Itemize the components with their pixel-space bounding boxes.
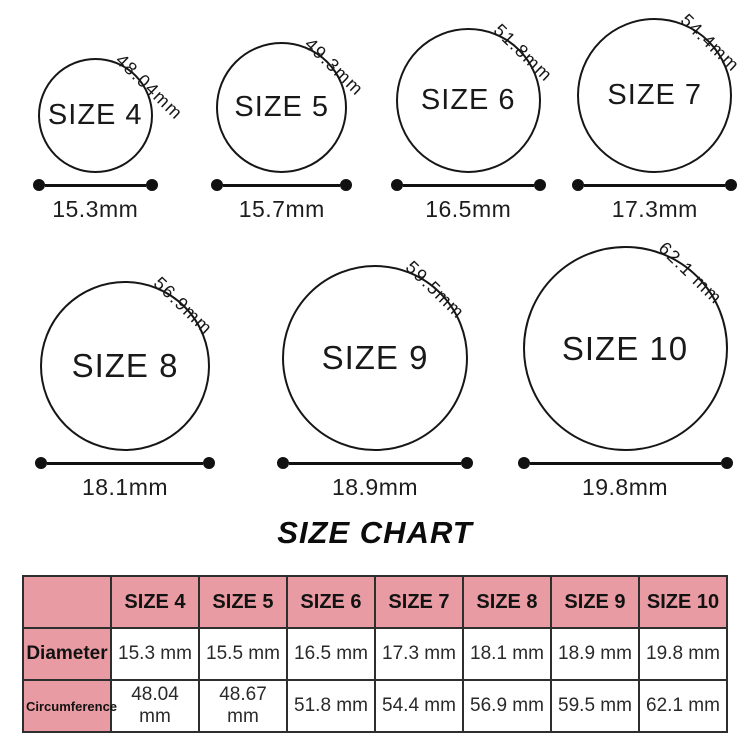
table-cell: 48.67 mm [198, 679, 288, 733]
line-endpoint-dot [517, 457, 530, 469]
diameter-label: 15.3mm [52, 196, 139, 222]
ring-circle: SIZE 8 [40, 281, 210, 451]
line-endpoint-dot [211, 179, 224, 191]
ring-size-label: SIZE 5 [234, 91, 330, 123]
ring-size-label: SIZE 10 [561, 329, 689, 367]
diameter-line [390, 179, 546, 191]
ring-figure-size-5: SIZE 5 49.3mm 15.7mm [189, 0, 376, 223]
diameter-line [572, 179, 738, 191]
line-rule [44, 183, 146, 187]
page-title: SIZE CHART [277, 515, 473, 550]
table-cell: 15.3 mm [110, 627, 200, 681]
diameter-line [35, 457, 215, 469]
line-rule [529, 461, 721, 465]
line-endpoint-dot [390, 179, 403, 191]
ring-row-top: SIZE 4 48.04mm 15.3mm SIZE 5 49.3mm [0, 0, 750, 223]
table-cell: 19.8 mm [638, 627, 728, 681]
table-row-diameter: Diameter 15.3 mm 15.5 mm 16.5 mm 17.3 mm… [22, 627, 728, 681]
table-cell: 18.9 mm [550, 627, 640, 681]
table-cell: 59.5 mm [550, 679, 640, 733]
figure-area: SIZE 6 51.8mm [375, 0, 562, 173]
ring-size-label: SIZE 4 [47, 99, 143, 131]
table-col-header: SIZE 5 [198, 575, 288, 629]
table-cell: 15.5 mm [198, 627, 288, 681]
line-endpoint-dot [572, 179, 585, 191]
ring-figure-size-7: SIZE 7 54.4mm 17.3mm [562, 0, 749, 223]
table-col-header: SIZE 9 [550, 575, 640, 629]
line-endpoint-dot [340, 179, 353, 191]
table-cell: 18.1 mm [462, 627, 552, 681]
diameter-label: 18.1mm [81, 474, 169, 500]
table-col-header: SIZE 8 [462, 575, 552, 629]
figure-area: SIZE 4 48.04mm [2, 0, 189, 173]
line-endpoint-dot [203, 457, 215, 469]
ring-figure-size-9: SIZE 9 59.5mm 18.9mm [250, 227, 500, 501]
ring-circle: SIZE 10 [522, 246, 728, 451]
diameter-label: 16.5mm [425, 196, 512, 222]
table-cell: 62.1 mm [638, 679, 728, 733]
figure-area: SIZE 10 62.1 mm [500, 227, 750, 451]
table-cell: 17.3 mm [374, 627, 464, 681]
diameter-label: 19.8mm [581, 474, 669, 500]
line-endpoint-dot [533, 179, 546, 191]
line-rule [47, 461, 203, 465]
ring-figure-size-6: SIZE 6 51.8mm 16.5mm [375, 0, 562, 223]
line-rule [289, 461, 461, 465]
line-rule [402, 183, 534, 187]
table-row-header: Diameter [22, 627, 112, 681]
table-corner-cell [22, 575, 112, 629]
line-endpoint-dot [725, 179, 738, 191]
diameter-line [517, 457, 733, 469]
table-cell: 16.5 mm [286, 627, 376, 681]
ring-size-label: SIZE 7 [607, 79, 703, 111]
ring-row-bottom: SIZE 8 56.9mm 18.1mm SIZE 9 59.5mm [0, 227, 750, 501]
ring-size-label: SIZE 9 [321, 339, 429, 376]
line-endpoint-dot [461, 457, 473, 469]
line-endpoint-dot [145, 179, 158, 191]
line-rule [584, 183, 726, 187]
table-cell: 48.04 mm [110, 679, 200, 733]
ring-circle: SIZE 6 [395, 28, 541, 173]
ring-circle: SIZE 7 [577, 18, 733, 173]
table-cell: 54.4 mm [374, 679, 464, 733]
line-endpoint-dot [720, 457, 733, 469]
table-col-header: SIZE 4 [110, 575, 200, 629]
diameter-line [277, 457, 473, 469]
table-col-header: SIZE 6 [286, 575, 376, 629]
line-endpoint-dot [35, 457, 47, 469]
figure-area: SIZE 5 49.3mm [189, 0, 376, 173]
table-row-header: Circumference [22, 679, 117, 733]
figure-area: SIZE 7 54.4mm [562, 0, 749, 173]
diameter-line [32, 179, 158, 191]
figure-area: SIZE 9 59.5mm [250, 227, 500, 451]
table-cell: 56.9 mm [462, 679, 552, 733]
table-col-header: SIZE 7 [374, 575, 464, 629]
table-row-circumference: Circumference 48.04 mm 48.67 mm 51.8 mm … [22, 679, 728, 733]
ring-size-label: SIZE 8 [71, 347, 179, 384]
line-endpoint-dot [277, 457, 289, 469]
ring-circle: SIZE 5 [216, 42, 348, 173]
diameter-line [211, 179, 353, 191]
table-header-row: SIZE 4 SIZE 5 SIZE 6 SIZE 7 SIZE 8 SIZE … [22, 575, 728, 629]
size-table: SIZE 4 SIZE 5 SIZE 6 SIZE 7 SIZE 8 SIZE … [22, 575, 728, 733]
table-cell: 51.8 mm [286, 679, 376, 733]
diameter-label: 15.7mm [238, 196, 325, 222]
ring-figure-size-4: SIZE 4 48.04mm 15.3mm [2, 0, 189, 223]
diameter-label: 18.9mm [331, 474, 419, 500]
ring-circle: SIZE 4 [37, 58, 153, 173]
ring-circle: SIZE 9 [282, 265, 468, 451]
ring-figure-size-10: SIZE 10 62.1 mm 19.8mm [500, 227, 750, 501]
line-endpoint-dot [32, 179, 45, 191]
diameter-label: 17.3mm [611, 196, 698, 222]
ring-size-label: SIZE 6 [420, 84, 516, 116]
figure-area: SIZE 8 56.9mm [0, 227, 250, 451]
table-col-header: SIZE 10 [638, 575, 728, 629]
line-rule [223, 183, 341, 187]
ring-figure-size-8: SIZE 8 56.9mm 18.1mm [0, 227, 250, 501]
